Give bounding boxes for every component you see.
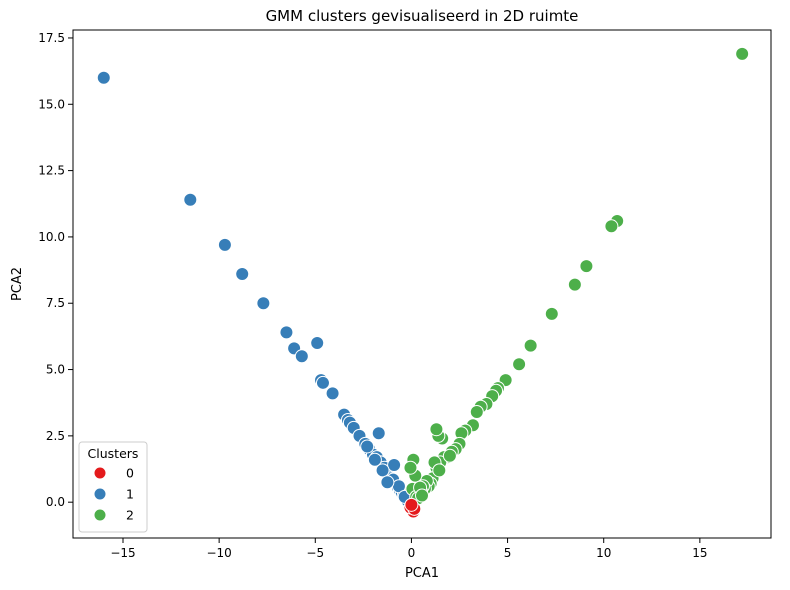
data-point-cluster-0 — [404, 497, 419, 512]
legend-label: 1 — [126, 487, 134, 502]
data-point-cluster-1 — [367, 452, 382, 467]
data-point-cluster-2 — [567, 277, 582, 292]
data-point-cluster-2 — [429, 422, 444, 437]
data-point-cluster-1 — [375, 463, 390, 478]
legend-marker — [93, 508, 107, 522]
data-point-cluster-1 — [371, 426, 386, 441]
y-tick-label: 17.5 — [38, 31, 65, 45]
x-tick-label: −15 — [110, 546, 135, 560]
legend: Clusters 0 1 2 — [78, 441, 148, 533]
legend-title: Clusters — [88, 446, 139, 461]
data-point-cluster-1 — [325, 386, 340, 401]
y-axis: 0.0 2.5 5.0 7.5 10.0 12.5 15.0 17.5 — [38, 31, 73, 509]
x-axis-label: PCA1 — [405, 566, 439, 581]
data-point-cluster-2 — [523, 338, 538, 353]
data-point-cluster-1 — [380, 475, 395, 490]
data-point-cluster-2 — [735, 46, 750, 61]
x-tick-label: 15 — [692, 546, 707, 560]
data-point-cluster-2 — [579, 259, 594, 274]
data-point-cluster-2 — [432, 463, 447, 478]
y-tick-label: 5.0 — [46, 363, 65, 377]
y-tick-label: 2.5 — [46, 429, 65, 443]
x-tick-label: −5 — [306, 546, 324, 560]
legend-box — [78, 441, 148, 533]
y-tick-label: 0.0 — [46, 495, 65, 509]
y-tick-label: 10.0 — [38, 230, 65, 244]
data-point-cluster-1 — [96, 70, 111, 85]
x-tick-label: 10 — [596, 546, 611, 560]
x-tick-label: −10 — [206, 546, 231, 560]
data-point-cluster-2 — [604, 219, 619, 234]
data-point-cluster-2 — [544, 306, 559, 321]
x-axis: −15 −10 −5 0 5 10 15 — [110, 538, 707, 560]
legend-marker — [93, 466, 107, 480]
data-point-cluster-1 — [387, 458, 402, 473]
data-point-cluster-1 — [310, 336, 325, 351]
y-tick-label: 12.5 — [38, 164, 65, 178]
y-tick-label: 15.0 — [38, 97, 65, 111]
data-point-cluster-2 — [512, 357, 527, 372]
legend-entries: 0 1 2 — [93, 466, 134, 523]
data-point-cluster-1 — [256, 296, 271, 311]
data-point-cluster-1 — [294, 349, 309, 364]
data-point-cluster-2 — [442, 448, 457, 463]
data-point-cluster-2 — [469, 404, 484, 419]
data-point-cluster-1 — [183, 192, 198, 207]
data-point-cluster-1 — [235, 267, 250, 282]
chart-title: GMM clusters gevisualiseerd in 2D ruimte — [266, 7, 579, 25]
data-point-cluster-1 — [279, 325, 294, 340]
data-point-cluster-1 — [360, 439, 375, 454]
data-point-cluster-2 — [415, 488, 429, 503]
data-point-cluster-1 — [315, 375, 330, 390]
x-tick-label: 0 — [408, 546, 416, 560]
legend-label: 0 — [126, 466, 134, 481]
data-point-cluster-2 — [403, 460, 418, 475]
plot-frame — [72, 29, 772, 539]
x-tick-label: 5 — [504, 546, 512, 560]
points-layer — [96, 46, 750, 519]
legend-label: 2 — [126, 508, 134, 523]
legend-marker — [93, 487, 107, 501]
data-point-cluster-1 — [217, 237, 232, 252]
y-axis-label: PCA2 — [10, 267, 25, 301]
y-tick-label: 7.5 — [46, 296, 65, 310]
